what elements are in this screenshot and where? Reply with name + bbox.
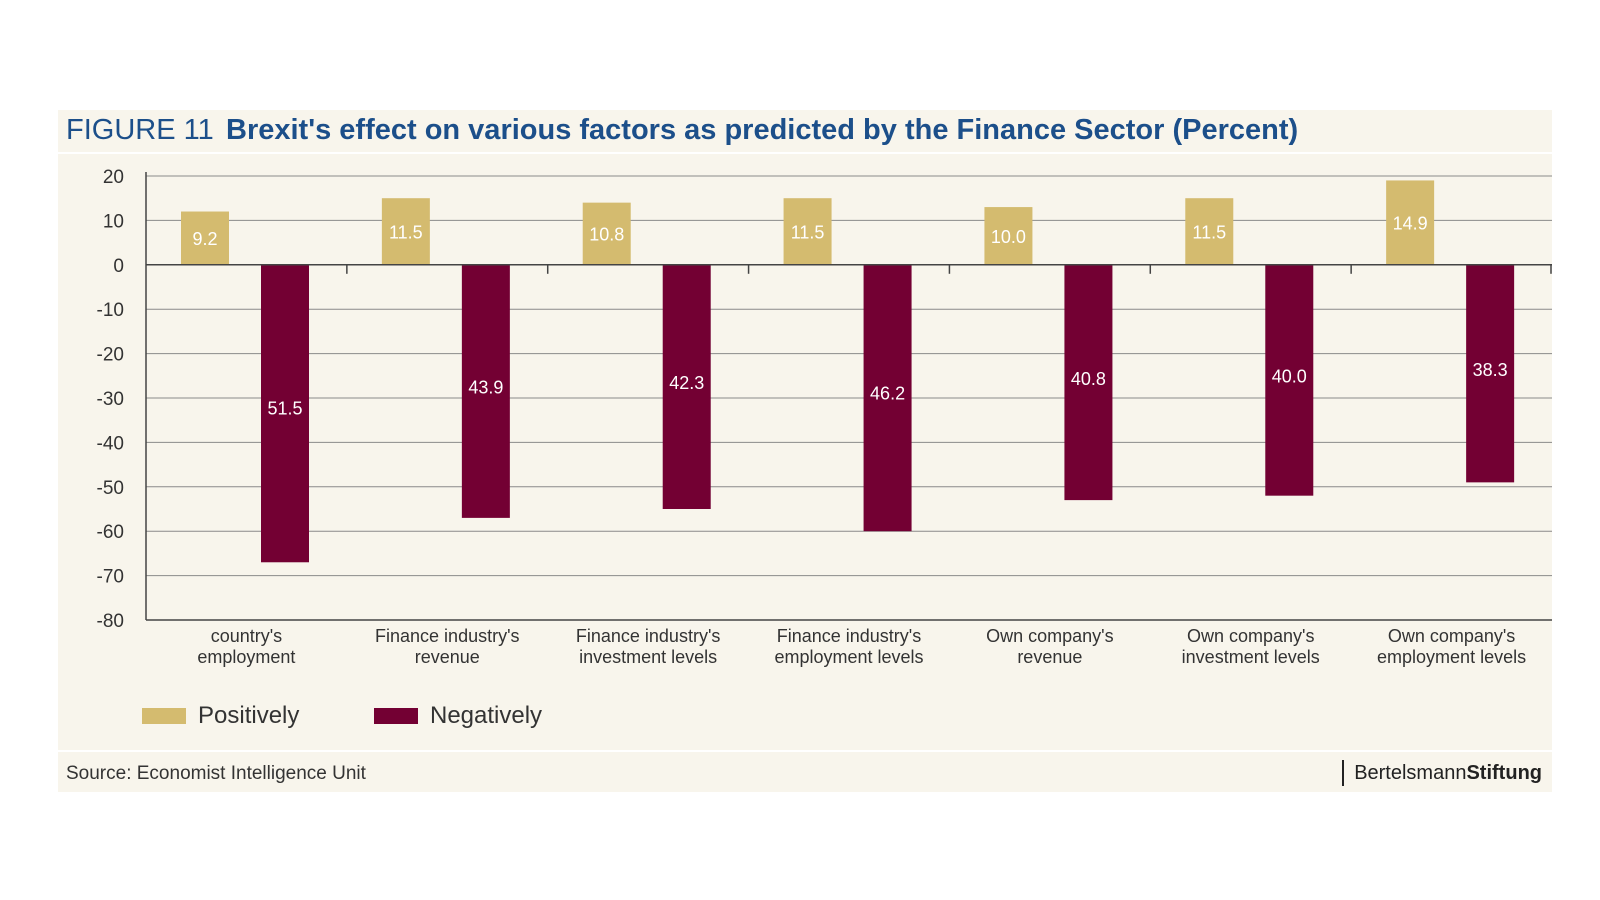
title-bar: FIGURE 11 Brexit's effect on various fac…: [58, 110, 1552, 154]
chart-title: Brexit's effect on various factors as pr…: [226, 114, 1299, 146]
x-category-label: investment levels: [579, 647, 717, 667]
figure-label: FIGURE 11: [66, 114, 214, 146]
y-tick-label: -30: [97, 389, 124, 410]
data-label-negatively: 42.3: [669, 373, 704, 393]
legend-swatch-positively: [142, 708, 186, 724]
data-label-positively: 10.0: [991, 227, 1026, 247]
bar-positively: [582, 202, 631, 265]
source-note: Source: Economist Intelligence Unit: [66, 763, 366, 784]
bar-negatively: [863, 264, 912, 532]
bar-negatively: [461, 264, 510, 518]
data-label-negatively: 40.0: [1272, 367, 1307, 387]
x-category-label: investment levels: [1182, 647, 1320, 667]
y-tick-label: -60: [97, 522, 124, 543]
y-tick-label: -50: [97, 478, 124, 499]
bar-negatively: [1466, 264, 1515, 483]
data-label-negatively: 40.8: [1071, 369, 1106, 389]
data-label-negatively: 43.9: [468, 377, 503, 397]
bar-positively: [783, 198, 832, 265]
data-label-positively: 10.8: [589, 225, 624, 245]
legend-label-negatively: Negatively: [430, 702, 543, 729]
y-tick-label: 10: [103, 211, 124, 232]
y-tick-label: -10: [97, 300, 124, 321]
footer: Source: Economist Intelligence Unit Bert…: [58, 750, 1552, 794]
bar-negatively: [261, 264, 309, 563]
bar-negatively: [1265, 264, 1314, 496]
x-category-label: revenue: [1017, 647, 1082, 667]
x-category-label: Finance industry's: [576, 626, 721, 646]
legend-label-positively: Positively: [198, 702, 300, 729]
x-category-label: Finance industry's: [375, 626, 520, 646]
brand-logo: BertelsmannStiftung: [1342, 760, 1542, 786]
x-category-label: revenue: [415, 647, 480, 667]
y-tick-label: -80: [97, 611, 124, 632]
bar-positively: [984, 207, 1033, 265]
data-label-positively: 11.5: [1192, 223, 1226, 243]
bar-negatively: [662, 264, 711, 509]
brand-name-part1: Bertelsmann: [1354, 762, 1467, 784]
y-tick-label: 0: [113, 256, 124, 277]
x-category-label: employment: [197, 647, 295, 667]
bar-positively: [381, 198, 430, 265]
bar-negatively: [1064, 264, 1113, 501]
data-label-positively: 11.5: [791, 223, 825, 243]
x-category-label: Finance industry's: [777, 626, 922, 646]
y-tick-label: -20: [97, 345, 124, 366]
bar-positively: [1185, 198, 1234, 265]
x-category-label: employment levels: [1377, 647, 1526, 667]
x-category-label: Own company's: [986, 626, 1114, 646]
x-category-label: Own company's: [1187, 626, 1315, 646]
y-tick-label: -40: [97, 433, 124, 454]
x-category-label: country's: [211, 626, 282, 646]
x-category-label: Own company's: [1388, 626, 1516, 646]
y-tick-label: -70: [97, 567, 124, 588]
bar-chart: 20 10 0 -10 -20 -30 -40 -50 -60 -70 -80 9.2 51.5 coun…: [97, 167, 1552, 667]
brand-name-part2: Stiftung: [1466, 762, 1542, 784]
x-category-label: employment levels: [774, 647, 923, 667]
data-label-positively: 11.5: [389, 223, 423, 243]
data-label-negatively: 51.5: [267, 399, 302, 419]
figure-panel: FIGURE 11 Brexit's effect on various fac…: [58, 110, 1552, 792]
data-label-positively: 14.9: [1393, 214, 1428, 234]
y-tick-label: 20: [103, 167, 124, 188]
bar-positively: [1386, 180, 1435, 265]
data-label-positively: 9.2: [192, 229, 217, 249]
legend-swatch-negatively: [374, 708, 418, 724]
bar-positively: [181, 211, 229, 265]
data-label-negatively: 38.3: [1473, 360, 1508, 380]
data-label-negatively: 46.2: [870, 384, 905, 404]
